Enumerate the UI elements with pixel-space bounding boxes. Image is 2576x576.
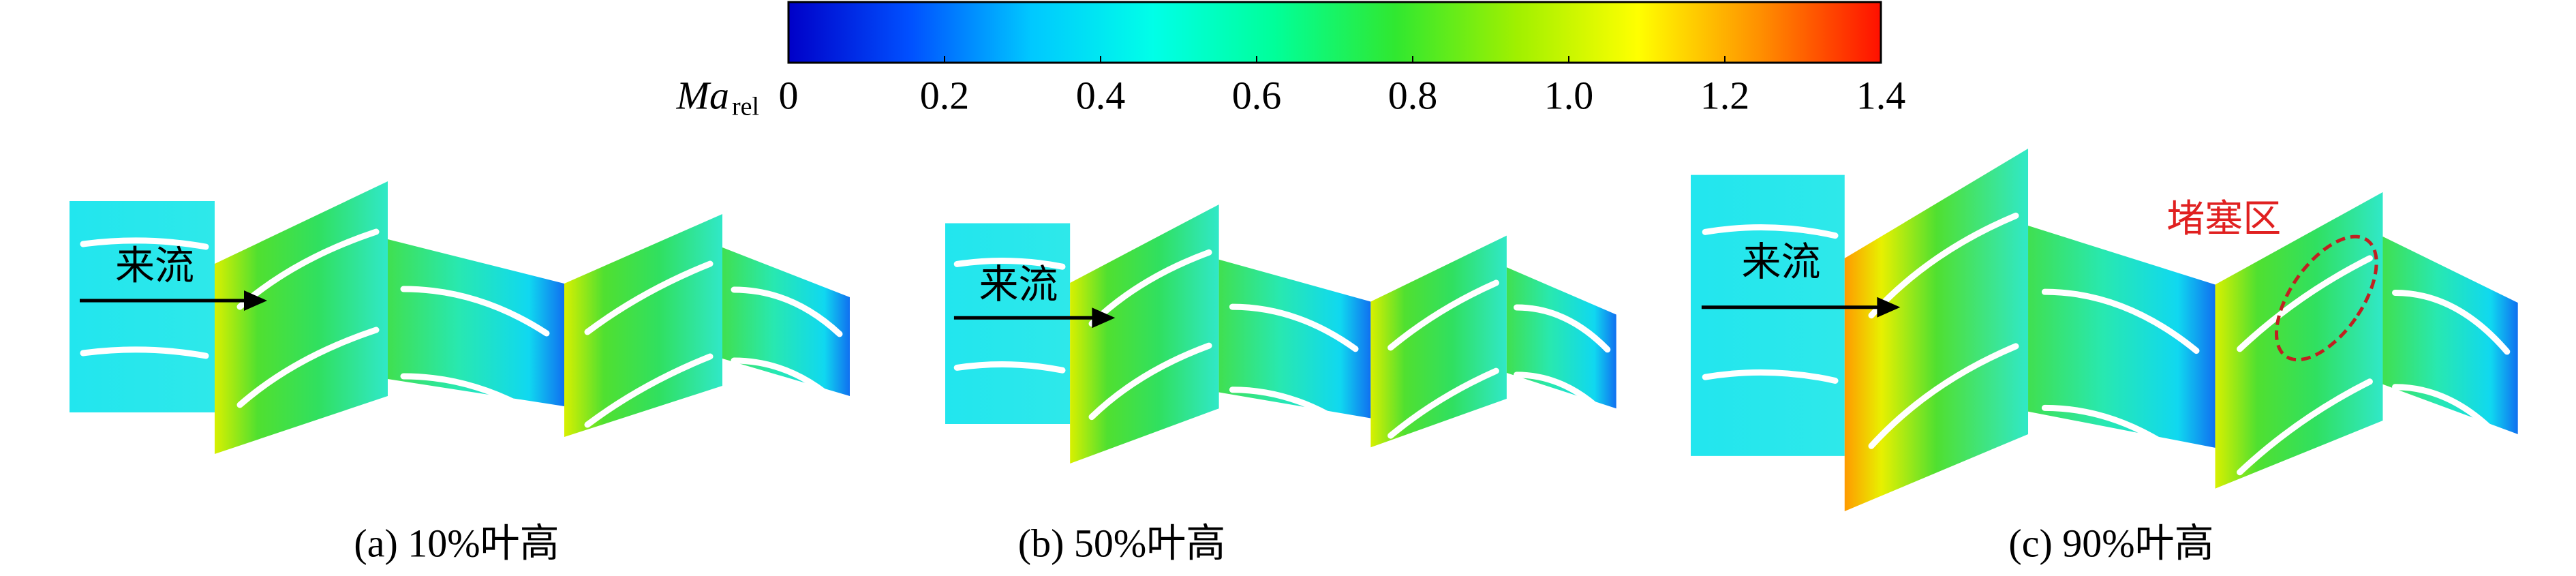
blade xyxy=(1387,367,1499,439)
inlet-label: 来流 xyxy=(115,243,194,288)
colorbar-tick-label: 0 xyxy=(779,73,799,117)
rotor-domain xyxy=(1370,235,1507,448)
blade xyxy=(1514,304,1611,353)
colorbar-tick-label: 1.4 xyxy=(1856,73,1906,117)
flow-field xyxy=(1691,149,2518,511)
blade xyxy=(1229,386,1359,435)
panel-caption: (c) 90%叶高 xyxy=(2008,521,2213,565)
blade xyxy=(2041,288,2200,354)
blade xyxy=(1868,212,2019,319)
blade xyxy=(953,258,1066,270)
inlet-label: 来流 xyxy=(1741,240,1820,284)
colorbar-tick-label: 0.2 xyxy=(920,73,970,117)
rotor-domain xyxy=(564,214,722,437)
blade xyxy=(2237,255,2373,352)
flow-arrowhead xyxy=(1877,297,1901,318)
panel-caption: (a) 10%叶高 xyxy=(354,521,559,565)
rotor-domain xyxy=(1844,149,2029,511)
blade xyxy=(80,237,209,250)
colorbar-tick-label: 0.8 xyxy=(1388,73,1438,117)
blade xyxy=(2041,404,2200,470)
blade xyxy=(400,373,550,424)
blade xyxy=(1868,343,2019,449)
blade xyxy=(236,327,380,408)
stator-domain xyxy=(2382,237,2518,434)
colorbar-label-subscript: rel xyxy=(732,93,759,121)
colorbar-tick-label: 1.0 xyxy=(1544,73,1594,117)
blade xyxy=(80,346,209,359)
blade xyxy=(953,361,1066,374)
rotor-domain xyxy=(215,181,388,454)
blockage-outline xyxy=(2275,234,2378,362)
annotation: 堵塞区 xyxy=(2166,198,2281,241)
blade xyxy=(1514,372,1611,421)
inlet-label: 来流 xyxy=(979,262,1058,307)
blade xyxy=(584,353,714,428)
blade xyxy=(1702,224,1839,239)
inlet-domain xyxy=(945,223,1071,425)
panel-caption: (b) 50%叶高 xyxy=(1018,521,1225,565)
colorbar-tick-label: 0.4 xyxy=(1076,73,1126,117)
blade xyxy=(731,286,843,337)
flow-arrowhead xyxy=(1092,307,1116,329)
blade xyxy=(2237,378,2373,476)
blade xyxy=(400,286,550,337)
stator-domain xyxy=(722,247,850,396)
colorbar xyxy=(787,1,1882,64)
stator-domain xyxy=(388,239,564,406)
inlet-domain xyxy=(1691,175,1845,456)
stator-domain xyxy=(2028,226,2215,448)
blade xyxy=(1387,279,1499,351)
inlet-domain xyxy=(70,201,215,412)
blade xyxy=(584,260,714,335)
colorbar-tick-label: 1.2 xyxy=(1700,73,1750,117)
stator-domain xyxy=(1218,259,1371,419)
colorbar-tick-label: 0.6 xyxy=(1232,73,1282,117)
blade xyxy=(731,357,843,408)
flow-field xyxy=(70,181,850,454)
blade xyxy=(1702,369,1839,384)
blade xyxy=(2392,384,2511,449)
blade xyxy=(1088,342,1212,421)
rotor-domain xyxy=(1070,204,1219,464)
blade xyxy=(1229,303,1359,352)
blade xyxy=(2392,289,2511,355)
colorbar-label: Ma xyxy=(676,73,729,117)
flow-arrowhead xyxy=(244,290,267,311)
rotor-domain xyxy=(2215,192,2383,489)
flow-field xyxy=(945,204,1616,464)
